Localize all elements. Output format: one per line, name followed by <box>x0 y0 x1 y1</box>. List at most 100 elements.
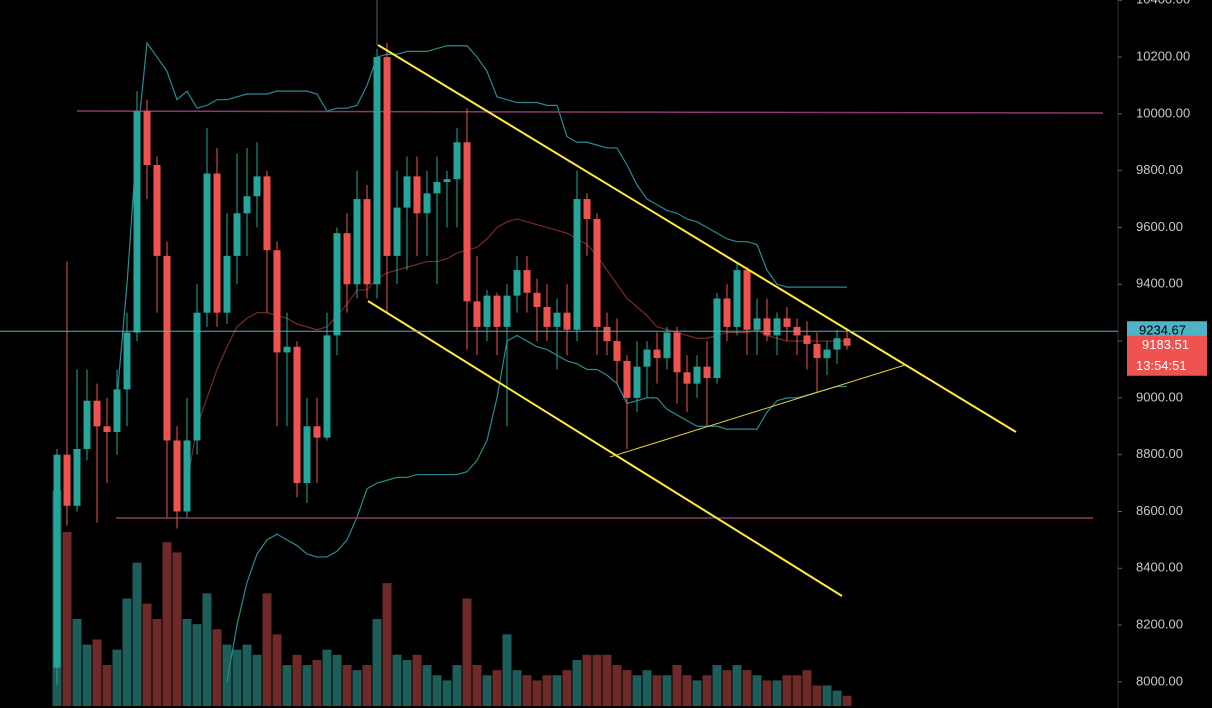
volume-bar <box>502 634 512 706</box>
candle-body <box>243 196 251 214</box>
band-line <box>116 41 847 398</box>
candle-body <box>473 301 481 327</box>
volume-bar <box>762 680 772 706</box>
triangle-base-line <box>609 364 906 458</box>
y-tick-label: 8800.00 <box>1136 446 1183 461</box>
volume-bar <box>472 665 482 706</box>
volume-bar <box>532 680 542 706</box>
volume-bar <box>392 654 402 706</box>
volume-bar <box>712 665 722 706</box>
y-tick-label: 8600.00 <box>1136 503 1183 518</box>
candle-body <box>153 165 161 256</box>
volume-bar <box>452 665 462 706</box>
candle-layer <box>53 42 851 685</box>
candle-body <box>343 233 351 285</box>
volume-bar <box>772 680 782 706</box>
candle-body <box>833 338 841 350</box>
candle-body <box>63 454 71 506</box>
volume-bar <box>662 675 672 706</box>
candle-body <box>443 179 451 183</box>
candle-body <box>693 366 701 384</box>
volume-bar <box>82 644 92 706</box>
candle-body <box>223 255 231 313</box>
volume-bar <box>512 670 522 706</box>
volume-bar <box>462 598 472 706</box>
candle-body <box>523 270 531 293</box>
candle-body <box>93 400 101 427</box>
volume-bar <box>782 675 792 706</box>
volume-bar <box>722 670 732 706</box>
trend-line-upper <box>377 44 1017 433</box>
volume-bar <box>252 654 262 706</box>
candle-body <box>713 298 721 378</box>
y-tick-label: 9000.00 <box>1136 389 1183 404</box>
candle-body <box>253 176 261 197</box>
volume-bar <box>652 675 662 706</box>
y-tick-label: 8000.00 <box>1136 673 1183 688</box>
band-line <box>226 334 847 682</box>
volume-bar <box>382 583 392 706</box>
volume-bar <box>62 531 72 706</box>
candle-body <box>83 400 91 449</box>
candle-body <box>593 218 601 327</box>
trend-line-lower <box>367 300 843 597</box>
candle-body <box>383 57 391 256</box>
candle-body <box>313 426 321 438</box>
volume-bar <box>562 670 572 706</box>
candle-body <box>133 111 141 333</box>
volume-bar <box>572 659 582 706</box>
volume-bar <box>812 685 822 706</box>
y-tick-label: 10000.00 <box>1136 105 1190 120</box>
candle-body <box>333 233 341 336</box>
candle-body <box>573 199 581 330</box>
volume-bar <box>372 618 382 706</box>
candle-body <box>763 318 771 336</box>
candle-body <box>803 335 811 344</box>
volume-bar <box>482 675 492 706</box>
candle-body <box>533 292 541 307</box>
volume-bar <box>732 665 742 706</box>
candle-body <box>743 270 751 330</box>
volume-bar <box>262 593 272 706</box>
volume-bar <box>752 675 762 706</box>
candle-body <box>163 255 171 441</box>
candle-body <box>393 207 401 256</box>
crosshair-label: 9234.67 <box>1139 323 1186 338</box>
volume-bar <box>132 562 142 706</box>
volume-bar <box>742 670 752 706</box>
resistance-line <box>76 110 1104 114</box>
candle-body <box>373 57 381 285</box>
candle-body <box>303 426 311 484</box>
volume-bar <box>692 680 702 706</box>
candle-body <box>623 360 631 398</box>
candle-body <box>193 312 201 441</box>
volume-bar <box>672 665 682 706</box>
candle-body <box>723 298 731 327</box>
volume-bar <box>232 649 242 706</box>
candle-body <box>73 448 81 506</box>
volume-bar <box>682 675 692 706</box>
volume-bar <box>272 634 282 706</box>
volume-bar <box>602 654 612 706</box>
y-tick-label: 8200.00 <box>1136 617 1183 632</box>
candle-body <box>843 338 851 346</box>
volume-bar <box>332 654 342 706</box>
volume-bar <box>842 695 852 706</box>
candle-body <box>823 349 831 359</box>
volume-bar <box>312 659 322 706</box>
candle-body <box>203 173 211 313</box>
candle-body <box>173 440 181 512</box>
candle-body <box>673 332 681 373</box>
y-tick-label: 10400.00 <box>1136 0 1190 7</box>
candle-body <box>263 176 271 251</box>
candle-body <box>103 426 111 432</box>
candle-body <box>433 182 441 194</box>
volume-bar <box>802 670 812 706</box>
candle-body <box>213 173 221 313</box>
volume-bar <box>222 644 232 706</box>
y-tick-label: 9800.00 <box>1136 162 1183 177</box>
y-tick-label: 8400.00 <box>1136 560 1183 575</box>
candle-body <box>513 270 521 296</box>
candle-body <box>503 295 511 327</box>
